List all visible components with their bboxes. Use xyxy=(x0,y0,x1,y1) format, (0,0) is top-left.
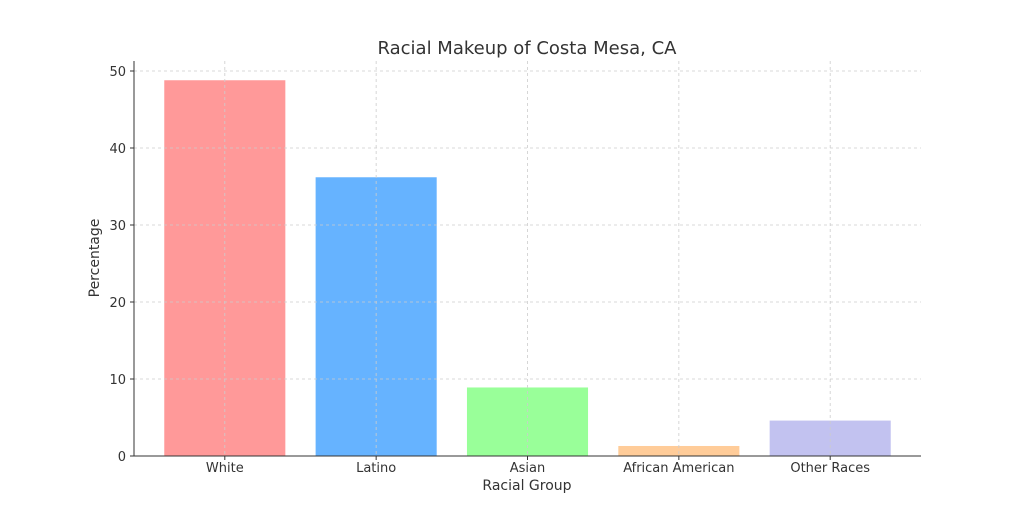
bars xyxy=(164,80,891,456)
x-tick-label: Asian xyxy=(510,461,545,476)
x-tick-label: Latino xyxy=(356,461,396,476)
axes: 0 10 20 30 40 50 White Latino Asian African Ameri… xyxy=(109,61,921,476)
x-axis-label: Racial Group xyxy=(482,478,571,494)
bar xyxy=(769,420,891,456)
x-tick-label: Other Races xyxy=(790,461,870,476)
x-tick-label: African American xyxy=(623,461,734,476)
bar xyxy=(618,445,740,456)
y-tick-label: 30 xyxy=(109,219,126,234)
y-tick-label: 50 xyxy=(109,65,126,80)
y-tick-label: 20 xyxy=(109,296,126,311)
x-tick-label: White xyxy=(206,461,244,476)
y-tick-label: 10 xyxy=(109,373,126,388)
chart-title: Racial Makeup of Costa Mesa, CA xyxy=(378,38,678,59)
y-tick-label: 40 xyxy=(109,142,126,157)
y-tick-label: 0 xyxy=(118,450,126,465)
y-axis-label: Percentage xyxy=(87,219,103,298)
